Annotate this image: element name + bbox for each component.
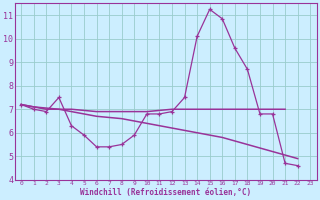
X-axis label: Windchill (Refroidissement éolien,°C): Windchill (Refroidissement éolien,°C) bbox=[80, 188, 251, 197]
